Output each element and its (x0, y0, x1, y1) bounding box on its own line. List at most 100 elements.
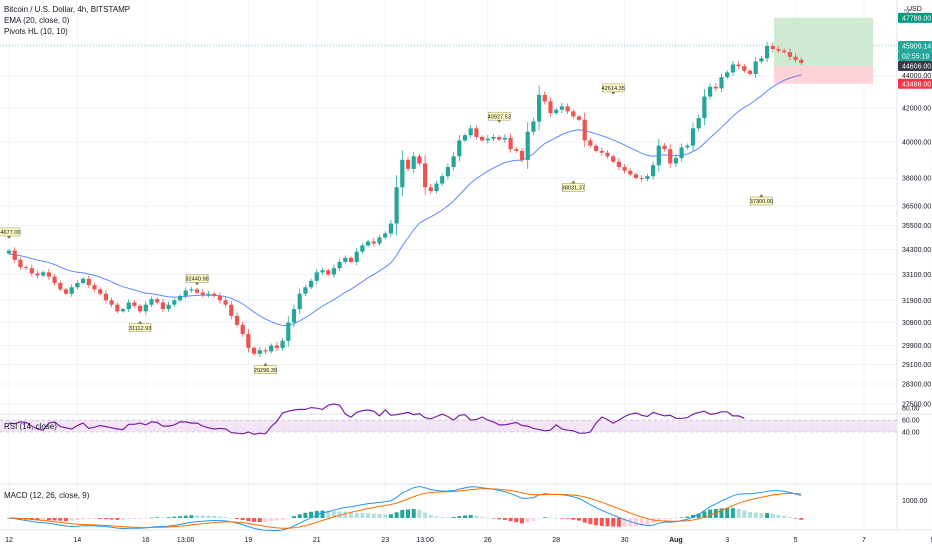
candle[interactable] (263, 347, 268, 354)
candle[interactable] (708, 83, 713, 100)
candle[interactable] (63, 287, 69, 296)
candle[interactable] (320, 267, 325, 275)
price-badge-countdown[interactable]: 02:55:19 (898, 50, 932, 61)
position-zones[interactable] (774, 17, 873, 84)
candle[interactable] (212, 291, 217, 298)
candle[interactable] (6, 249, 12, 255)
candle[interactable] (400, 150, 405, 197)
candle[interactable] (172, 298, 177, 307)
candle[interactable] (770, 42, 775, 53)
candle[interactable] (782, 48, 787, 54)
candle[interactable] (75, 280, 80, 290)
candle[interactable] (291, 304, 297, 327)
candle[interactable] (252, 345, 257, 356)
candle[interactable] (371, 238, 376, 247)
candle[interactable] (195, 287, 200, 295)
candle[interactable] (759, 55, 764, 64)
candle[interactable] (24, 265, 29, 270)
candle[interactable] (46, 268, 51, 280)
candle[interactable] (776, 46, 781, 54)
candle[interactable] (132, 300, 137, 308)
candle[interactable] (160, 298, 165, 313)
candle[interactable] (519, 147, 525, 163)
candle[interactable] (109, 297, 114, 308)
candle[interactable] (554, 107, 559, 115)
candle[interactable] (673, 154, 678, 167)
candle[interactable] (223, 297, 228, 308)
candle[interactable] (217, 292, 222, 304)
candle[interactable] (234, 312, 240, 328)
candle[interactable] (206, 291, 211, 298)
candle[interactable] (383, 231, 388, 240)
candle[interactable] (18, 257, 23, 270)
candle[interactable] (434, 180, 439, 194)
candle[interactable] (138, 303, 143, 314)
candle[interactable] (747, 69, 753, 76)
candle[interactable] (599, 147, 604, 156)
candle[interactable] (246, 329, 251, 353)
candle[interactable] (480, 135, 485, 142)
candle[interactable] (605, 150, 610, 159)
candle[interactable] (582, 112, 587, 148)
candle[interactable] (457, 134, 462, 162)
candle[interactable] (149, 296, 154, 308)
candle[interactable] (155, 297, 160, 305)
candle[interactable] (651, 161, 656, 180)
candle[interactable] (497, 134, 502, 142)
candle[interactable] (229, 300, 234, 320)
candle[interactable] (685, 143, 690, 150)
candle[interactable] (183, 287, 188, 299)
candle[interactable] (445, 163, 450, 180)
candle[interactable] (58, 280, 63, 292)
candle[interactable] (742, 63, 747, 73)
price-badge-target[interactable]: 47788.00 (898, 12, 932, 23)
candle[interactable] (388, 219, 393, 237)
candle[interactable] (531, 117, 536, 136)
candle[interactable] (702, 89, 707, 126)
candle[interactable] (725, 70, 730, 79)
candle[interactable] (514, 146, 519, 153)
candle[interactable] (177, 294, 183, 302)
candle[interactable] (309, 278, 314, 290)
candle[interactable] (451, 152, 456, 171)
candle[interactable] (269, 343, 274, 354)
candle[interactable] (787, 48, 792, 61)
candle[interactable] (126, 299, 131, 312)
candle[interactable] (331, 264, 336, 278)
price-badge-stop[interactable]: 43488.00 (898, 78, 932, 89)
price-badge-last[interactable]: 45900.14 (898, 41, 932, 52)
candle[interactable] (189, 286, 194, 293)
rsi-pane[interactable] (0, 403, 897, 436)
candle[interactable] (485, 135, 490, 144)
candles[interactable] (6, 41, 804, 357)
candle[interactable] (730, 60, 735, 76)
candle[interactable] (274, 341, 279, 352)
candle[interactable] (799, 57, 804, 65)
candle[interactable] (166, 301, 171, 312)
candle[interactable] (143, 301, 148, 315)
candle[interactable] (548, 97, 553, 117)
candle[interactable] (12, 247, 17, 263)
candle[interactable] (394, 174, 399, 236)
candle[interactable] (29, 264, 34, 277)
candle[interactable] (645, 173, 650, 182)
candle[interactable] (86, 275, 91, 289)
candle[interactable] (280, 337, 285, 351)
candle[interactable] (696, 114, 701, 132)
candle[interactable] (736, 61, 741, 69)
candle[interactable] (81, 277, 86, 285)
candle[interactable] (576, 114, 582, 122)
candle[interactable] (468, 125, 473, 139)
candle[interactable] (257, 346, 262, 357)
candle[interactable] (679, 143, 684, 162)
macd-pane[interactable] (7, 485, 804, 532)
candle[interactable] (354, 248, 359, 266)
candle[interactable] (611, 154, 616, 164)
candle[interactable] (662, 142, 667, 152)
candle[interactable] (474, 125, 479, 140)
candle[interactable] (303, 284, 308, 296)
candle[interactable] (348, 256, 354, 264)
candle[interactable] (92, 282, 97, 292)
candle[interactable] (622, 164, 627, 174)
